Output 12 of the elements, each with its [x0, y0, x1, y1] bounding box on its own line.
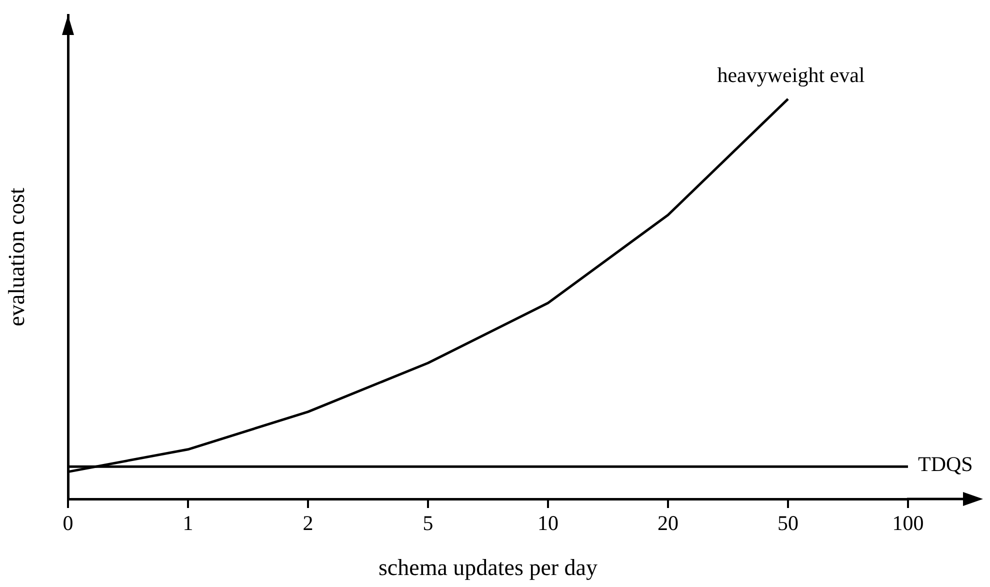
x-axis-title: schema updates per day: [378, 555, 598, 580]
x-tick-label: 20: [658, 511, 678, 536]
x-tick-label: 0: [62, 511, 74, 536]
x-tick-label: 10: [538, 511, 558, 536]
y-axis-title: evaluation cost: [4, 187, 29, 326]
series-label: TDQS: [918, 452, 973, 476]
x-tick-label: 5: [422, 511, 434, 536]
x-tick-label: 1: [182, 511, 194, 536]
x-tick-label: 50: [778, 511, 798, 536]
x-tick-label: 100: [892, 511, 924, 536]
series-label: heavyweight eval: [717, 63, 865, 88]
x-tick-label: 2: [302, 511, 314, 536]
